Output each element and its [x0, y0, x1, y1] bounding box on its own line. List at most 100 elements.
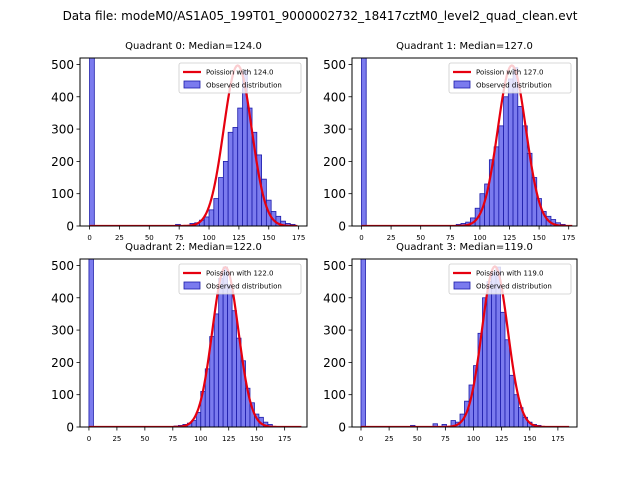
x-tick-label: 100	[473, 234, 486, 242]
y-tick-label: 300	[323, 324, 346, 338]
histogram-bar	[513, 394, 519, 427]
histogram-bar	[237, 107, 243, 226]
y-tick-label: 100	[51, 388, 74, 402]
chart-title: Quadrant 1: Median=127.0	[396, 41, 533, 52]
legend-curve-label: Poission with 122.0	[206, 270, 274, 278]
axes-frame	[79, 258, 308, 428]
axes-frame	[351, 57, 578, 227]
x-tick-label: 175	[551, 435, 564, 443]
histogram-bar	[503, 96, 509, 226]
y-tick-label: 500	[323, 259, 346, 273]
x-tick-label: 25	[387, 234, 396, 242]
x-tick-label: 150	[250, 435, 263, 443]
legend-box	[448, 263, 572, 295]
y-tick-label: 500	[323, 58, 346, 72]
x-tick-label: 25	[112, 435, 121, 443]
histogram-bar	[213, 198, 219, 226]
chart-title: Quadrant 2: Median=122.0	[125, 242, 262, 253]
legend-bars-swatch	[183, 80, 201, 89]
histogram-bar	[227, 131, 234, 226]
histogram-bar	[498, 125, 504, 226]
legend-box	[448, 62, 572, 94]
y-tick-label: 200	[323, 356, 346, 370]
figure-suptitle: Data file: modeM0/AS1A05_199T01_90000027…	[63, 9, 578, 23]
poisson-curve	[89, 64, 298, 226]
histogram-bar	[507, 78, 514, 226]
histogram-bar	[493, 146, 500, 226]
chart-panel-2: 0 25 50 75 100 125 150 175 0 100 200 300 400 500 Quadr…	[51, 242, 308, 443]
histogram-bar	[517, 106, 523, 226]
x-tick-label: 0	[359, 435, 363, 443]
histogram-bar	[89, 58, 95, 226]
histogram-bar	[491, 271, 497, 427]
legend-curve-label: Poission with 124.0	[206, 69, 274, 77]
y-tick-label: 400	[323, 291, 346, 305]
x-tick-label: 125	[495, 435, 508, 443]
y-tick-label: 500	[51, 259, 74, 273]
x-tick-label: 100	[467, 435, 480, 443]
y-tick-label: 100	[51, 187, 74, 201]
x-tick-label: 0	[87, 234, 91, 242]
chart-title: Quadrant 3: Median=119.0	[396, 242, 533, 253]
x-tick-label: 50	[413, 435, 422, 443]
chart-panel-1: 0 25 50 75 100 125 150 175 0 100 200 300 400 500 Quadr…	[323, 41, 578, 242]
legend-bars-label: Observed distribution	[206, 283, 282, 291]
legend-bars-swatch	[453, 281, 471, 290]
histogram-bar	[218, 277, 224, 427]
legend: Poission with 124.0 Observed distribution	[178, 62, 302, 94]
chart-panel-0: 0 25 50 75 100 125 150 175 0 100 200 300 400 500 Quadr…	[51, 41, 308, 242]
x-tick-label: 25	[385, 435, 394, 443]
y-tick-label: 400	[51, 90, 74, 104]
y-tick-label: 200	[323, 155, 346, 169]
x-tick-label: 100	[202, 234, 215, 242]
histogram-bar	[509, 374, 515, 427]
histogram-bar	[218, 177, 224, 226]
y-tick-label: 300	[51, 324, 74, 338]
legend-bars-swatch	[453, 80, 471, 89]
x-tick-label: 100	[194, 435, 207, 443]
x-tick-label: 150	[523, 435, 536, 443]
x-tick-label: 50	[416, 234, 425, 242]
x-tick-label: 25	[115, 234, 124, 242]
x-tick-label: 0	[359, 234, 363, 242]
y-tick-label: 500	[51, 58, 74, 72]
axes-frame	[351, 258, 578, 428]
legend-bars-swatch	[183, 281, 201, 290]
x-tick-label: 50	[140, 435, 149, 443]
y-tick-label: 200	[51, 155, 74, 169]
y-tick-label: 100	[323, 187, 346, 201]
x-tick-label: 75	[446, 234, 455, 242]
x-tick-label: 0	[87, 435, 91, 443]
y-tick-label: 300	[51, 123, 74, 137]
y-tick-label: 300	[323, 123, 346, 137]
histogram-bar	[208, 209, 215, 226]
x-tick-label: 175	[292, 234, 305, 242]
x-tick-label: 150	[532, 234, 545, 242]
legend-curve-label: Poission with 127.0	[476, 69, 544, 77]
x-tick-label: 175	[278, 435, 291, 443]
plot-area	[361, 58, 573, 226]
histogram-bar	[361, 58, 367, 226]
legend-curve-label: Poission with 119.0	[476, 270, 544, 278]
x-tick-label: 125	[232, 234, 245, 242]
histogram-bar	[222, 160, 229, 226]
histogram-bar	[500, 311, 506, 427]
poisson-curve	[361, 64, 573, 226]
y-tick-label: 100	[323, 388, 346, 402]
x-tick-label: 175	[562, 234, 575, 242]
plot-area	[360, 259, 570, 427]
histogram-bar	[504, 339, 510, 427]
chart-title: Quadrant 0: Median=124.0	[125, 41, 262, 52]
histogram-bar	[203, 216, 210, 226]
x-tick-label: 150	[262, 234, 275, 242]
legend-bars-label: Observed distribution	[206, 82, 282, 90]
legend: Poission with 127.0 Observed distribution	[448, 62, 572, 94]
chart-panel-3: 0 25 50 75 100 125 150 175 0 100 200 300 400 500 Quadr…	[323, 242, 578, 443]
legend: Poission with 119.0 Observed distribution	[448, 263, 572, 295]
y-tick-label: 400	[323, 90, 346, 104]
histogram-bar	[213, 313, 220, 427]
x-tick-label: 75	[175, 234, 184, 242]
legend-bars-label: Observed distribution	[476, 82, 552, 90]
legend-bars-label: Observed distribution	[476, 283, 552, 291]
histogram-bar	[486, 281, 492, 427]
